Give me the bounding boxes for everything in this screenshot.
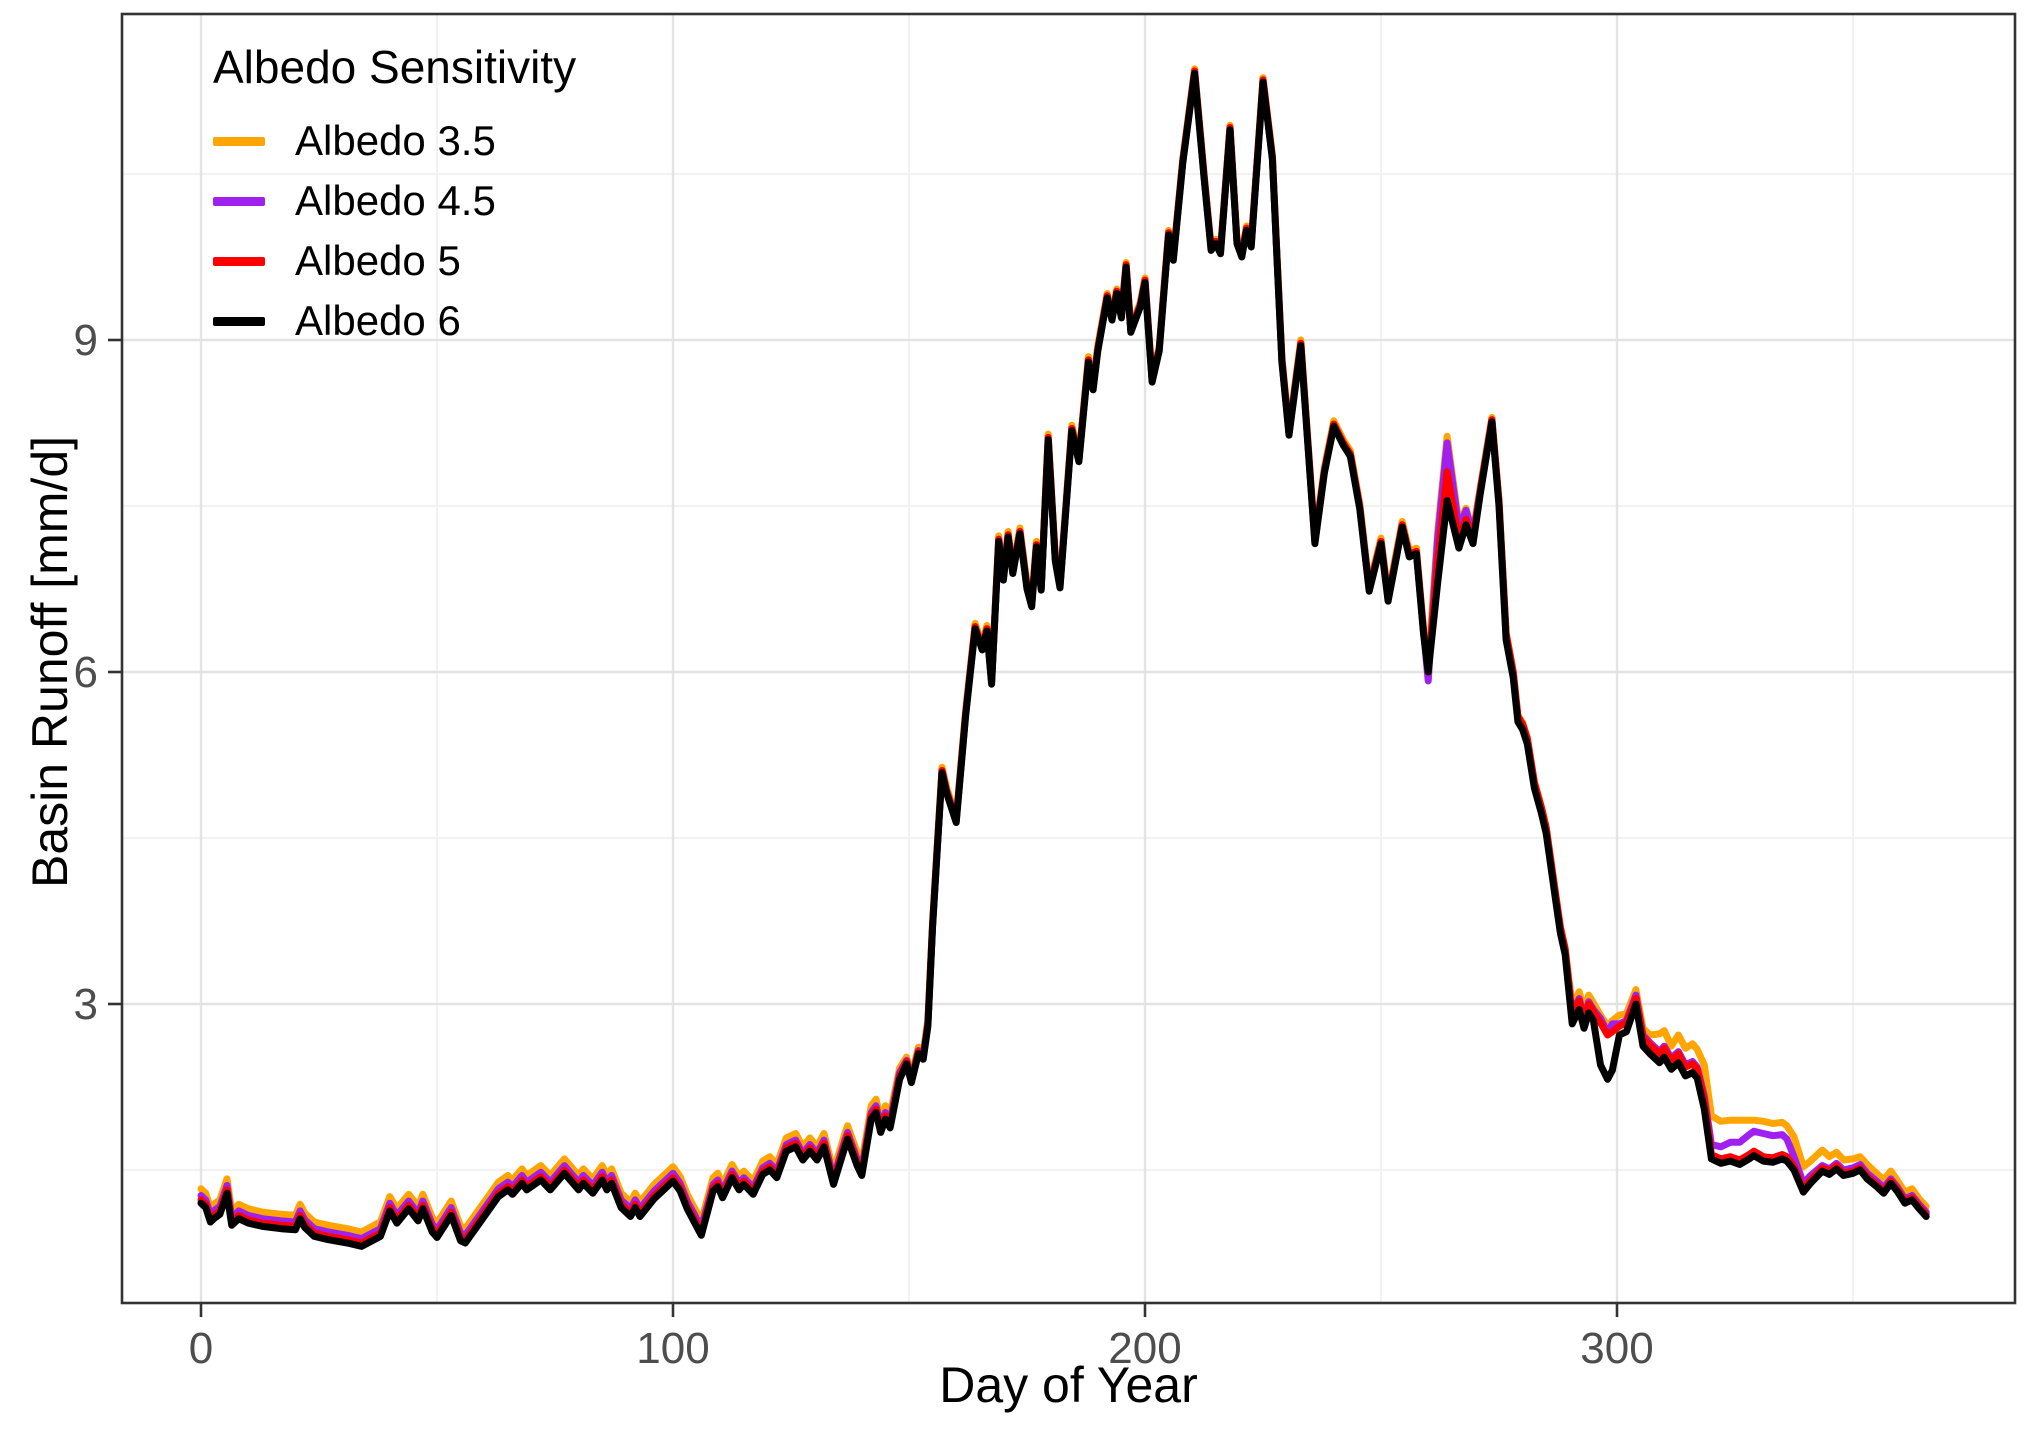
y-tick-label: 6 — [74, 648, 98, 697]
legend-swatch-albedo-5 — [213, 256, 265, 266]
x-tick-label: 300 — [1580, 1324, 1653, 1373]
series-group — [197, 65, 1930, 1250]
y-tick-label: 3 — [74, 980, 98, 1029]
x-tick-label: 200 — [1108, 1324, 1181, 1373]
y-tick-label: 9 — [74, 316, 98, 365]
legend-swatch-albedo-4-5 — [213, 196, 265, 206]
legend-label-albedo-5: Albedo 5 — [295, 237, 461, 284]
x-tick-label: 0 — [189, 1324, 213, 1373]
legend-item-albedo-5: Albedo 5 — [213, 237, 576, 284]
x-tick-label: 100 — [636, 1324, 709, 1373]
x-axis-title: Day of Year — [939, 1357, 1198, 1413]
panel-border — [120, 12, 2017, 1305]
legend: Albedo Sensitivity Albedo 3.5 Albedo 4.5… — [213, 40, 576, 362]
series-line-albedo-6 — [197, 69, 1930, 1250]
legend-item-albedo-4-5: Albedo 4.5 — [213, 177, 576, 224]
legend-label-albedo-4-5: Albedo 4.5 — [295, 177, 496, 224]
y-axis-title: Basin Runoff [mm/d] — [22, 435, 78, 889]
legend-item-albedo-6: Albedo 6 — [213, 297, 576, 344]
legend-swatch-albedo-3-5 — [213, 136, 265, 146]
legend-title: Albedo Sensitivity — [213, 41, 577, 93]
legend-item-albedo-3-5: Albedo 3.5 — [213, 117, 576, 164]
legend-label-albedo-3-5: Albedo 3.5 — [295, 117, 496, 164]
legend-label-albedo-6: Albedo 6 — [295, 297, 461, 344]
legend-swatch-albedo-6 — [213, 316, 265, 326]
